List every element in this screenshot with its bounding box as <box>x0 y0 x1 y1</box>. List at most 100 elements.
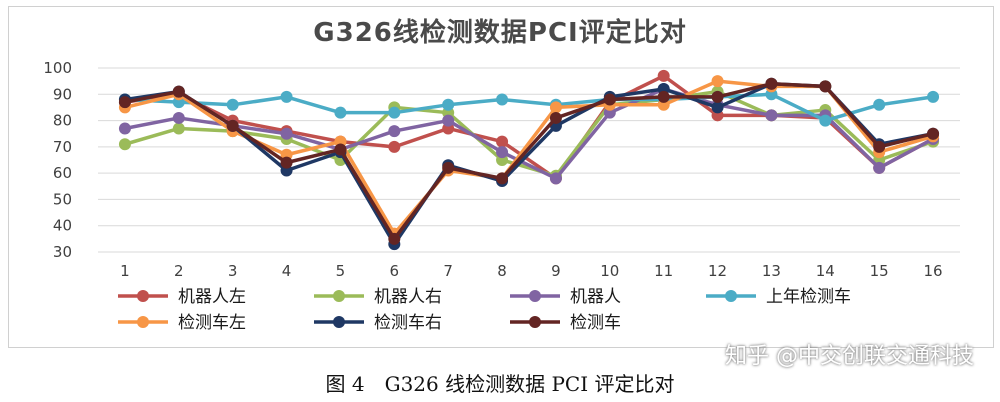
y-tick-label: 40 <box>53 217 72 235</box>
data-point <box>873 140 886 153</box>
data-point <box>657 90 670 103</box>
data-point <box>118 122 131 135</box>
legend-label: 检测车右 <box>374 313 442 333</box>
data-point <box>927 90 940 103</box>
data-point <box>549 111 562 124</box>
legend-label: 机器人右 <box>374 287 442 307</box>
watermark: 知乎 @中交创联交通科技 <box>725 344 974 369</box>
data-point <box>549 172 562 185</box>
legend-item: 机器人 <box>510 287 621 307</box>
data-point <box>172 122 185 135</box>
y-tick-label: 60 <box>53 164 72 182</box>
data-point <box>442 98 455 111</box>
y-tick-label: 90 <box>53 85 72 103</box>
series-line <box>124 87 934 181</box>
data-point <box>549 101 562 114</box>
figure-caption: 图 4 G326 线检测数据 PCI 评定比对 <box>325 372 675 396</box>
legend-label: 机器人 <box>570 287 621 307</box>
data-point <box>657 69 670 82</box>
legend-swatch-marker <box>529 316 541 328</box>
legend-label: 机器人左 <box>178 287 246 307</box>
legend-swatch-marker <box>137 316 149 328</box>
series-lines <box>118 69 940 251</box>
x-tick-label: 5 <box>336 262 346 280</box>
x-tick-label: 1 <box>120 262 130 280</box>
legend-item: 检测车左 <box>118 313 246 333</box>
data-point <box>388 125 401 138</box>
data-point <box>280 90 293 103</box>
legend-swatch-marker <box>529 290 541 302</box>
x-tick-label: 12 <box>708 262 727 280</box>
data-point <box>711 90 724 103</box>
data-point <box>927 127 940 140</box>
x-tick-label: 13 <box>762 262 781 280</box>
data-point <box>711 75 724 88</box>
data-point <box>388 106 401 119</box>
legend-item: 机器人右 <box>314 287 442 307</box>
series-line <box>124 82 934 241</box>
legend-label: 上年检测车 <box>766 287 851 307</box>
data-point <box>819 114 832 127</box>
data-point <box>496 146 509 159</box>
data-point <box>819 80 832 93</box>
data-point <box>118 138 131 151</box>
x-tick-label: 14 <box>816 262 835 280</box>
data-point <box>873 98 886 111</box>
data-point <box>172 85 185 98</box>
data-point <box>496 93 509 106</box>
legend-swatch-marker <box>333 290 345 302</box>
data-point <box>496 172 509 185</box>
series <box>118 77 940 245</box>
x-tick-label: 11 <box>654 262 673 280</box>
legend-swatch-marker <box>333 316 345 328</box>
y-tick-label: 50 <box>53 190 72 208</box>
data-point <box>334 143 347 156</box>
x-tick-label: 9 <box>551 262 561 280</box>
x-tick-label: 7 <box>443 262 453 280</box>
x-tick-label: 15 <box>870 262 889 280</box>
y-tick-label: 30 <box>53 243 72 261</box>
y-tick-label: 80 <box>53 112 72 130</box>
x-tick-label: 10 <box>600 262 619 280</box>
legend-swatch-marker <box>137 290 149 302</box>
data-point <box>388 232 401 245</box>
data-point <box>765 109 778 122</box>
data-point <box>388 140 401 153</box>
data-point <box>118 96 131 109</box>
legend-item: 上年检测车 <box>706 287 851 307</box>
x-tick-label: 16 <box>924 262 943 280</box>
x-tick-label: 2 <box>174 262 184 280</box>
x-tick-label: 8 <box>497 262 507 280</box>
data-point <box>226 98 239 111</box>
data-point <box>442 114 455 127</box>
x-tick-label: 6 <box>390 262 400 280</box>
y-tick-label: 70 <box>53 138 72 156</box>
legend-label: 检测车 <box>570 313 621 333</box>
chart-title: G326线检测数据PCI评定比对 <box>313 18 687 48</box>
data-point <box>442 161 455 174</box>
legend-item: 机器人左 <box>118 287 246 307</box>
data-point <box>172 111 185 124</box>
legend-label: 检测车左 <box>178 313 246 333</box>
data-point <box>496 135 509 148</box>
x-tick-label: 4 <box>282 262 292 280</box>
legend-item: 检测车右 <box>314 313 442 333</box>
data-point <box>280 156 293 169</box>
data-point <box>765 77 778 90</box>
data-point <box>280 127 293 140</box>
y-tick-label: 100 <box>43 59 72 77</box>
legend-item: 检测车 <box>510 313 621 333</box>
series <box>118 75 940 240</box>
data-point <box>603 93 616 106</box>
x-tick-label: 3 <box>228 262 238 280</box>
series-line <box>124 92 934 123</box>
data-point <box>334 106 347 119</box>
series-line <box>124 89 934 178</box>
data-point <box>873 161 886 174</box>
data-point <box>711 101 724 114</box>
legend-swatch-marker <box>725 290 737 302</box>
data-point <box>226 119 239 132</box>
